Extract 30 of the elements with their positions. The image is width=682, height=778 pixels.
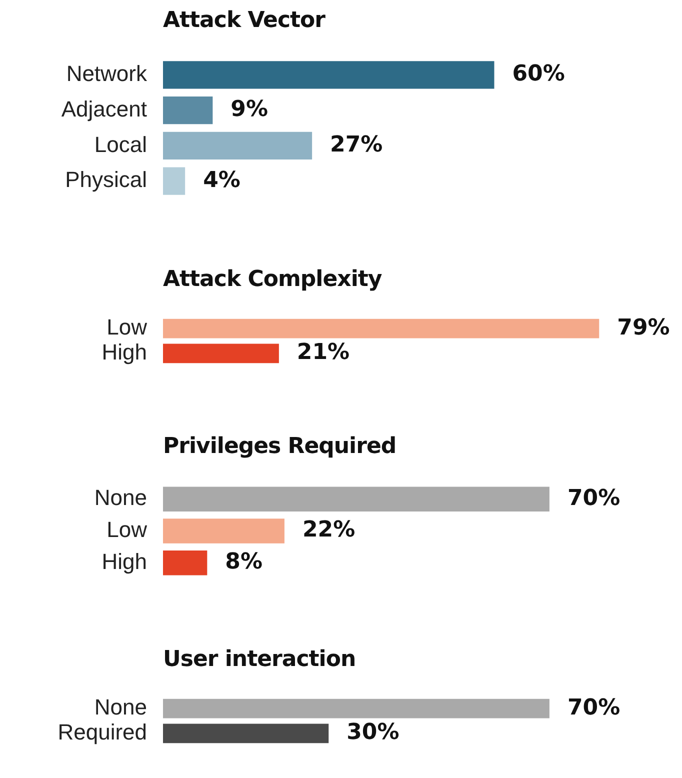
y-tick-label: None — [94, 694, 147, 720]
bar — [163, 61, 494, 89]
y-tick-label: Adjacent — [61, 96, 147, 122]
bar — [163, 167, 186, 195]
y-tick-label: Local — [94, 132, 147, 157]
data-label: 21% — [296, 340, 350, 366]
data-label: 8% — [225, 550, 263, 575]
y-tick-label: High — [102, 339, 147, 364]
data-label: 27% — [330, 132, 383, 158]
y-tick-label: Low — [106, 517, 148, 542]
data-label: 70% — [567, 486, 620, 511]
chart-title: Attack Complexity — [163, 266, 383, 294]
data-label: 4% — [203, 168, 240, 193]
chart-title: Attack Vector — [163, 7, 326, 35]
data-label: 79% — [617, 315, 670, 340]
y-tick-label: Physical — [65, 167, 147, 192]
y-tick-label: Low — [106, 314, 148, 340]
data-label: 30% — [346, 720, 400, 746]
data-label: 9% — [230, 97, 268, 122]
data-label: 22% — [302, 518, 356, 543]
bar — [163, 132, 312, 160]
y-tick-label: None — [94, 485, 147, 510]
bar — [163, 96, 213, 124]
y-tick-label: High — [102, 548, 147, 574]
chart-title: User interaction — [163, 646, 357, 674]
y-tick-label: Network — [66, 60, 148, 86]
chart-title: Privileges Required — [163, 433, 398, 461]
data-label: 60% — [512, 62, 565, 87]
y-tick-label: Required — [58, 719, 147, 744]
data-label: 70% — [567, 695, 620, 720]
